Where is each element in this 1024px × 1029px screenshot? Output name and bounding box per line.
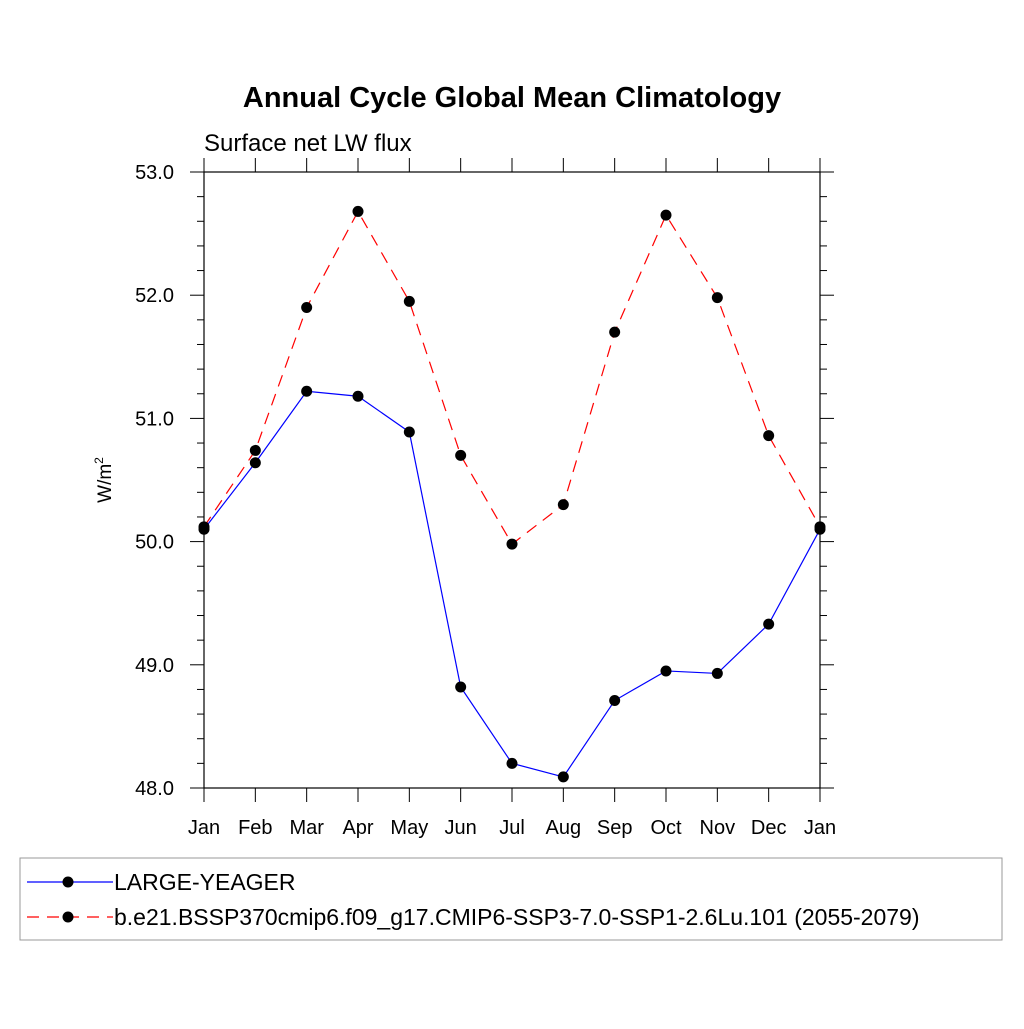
data-point-series-2 <box>352 205 364 217</box>
plot-border <box>203 171 821 789</box>
data-point-series-2 <box>763 430 775 442</box>
legend-marker-1 <box>62 876 74 888</box>
legend-box <box>19 857 1003 941</box>
x-tick-label: Nov <box>700 817 736 839</box>
data-point-series-2 <box>506 538 518 550</box>
data-point-series-1 <box>763 618 775 630</box>
data-point-series-1 <box>660 665 672 677</box>
chart-subtitle: Surface net LW flux <box>204 130 412 157</box>
x-tick-label: Jan <box>804 817 836 839</box>
data-point-series-1 <box>609 695 621 707</box>
legend-marker-2 <box>62 911 74 923</box>
y-tick-label: 53.0 <box>135 162 174 184</box>
data-point-series-2 <box>301 302 313 314</box>
legend: LARGE-YEAGER b.e21.BSSP370cmip6.f09_g17.C… <box>19 857 1003 941</box>
data-point-series-1 <box>352 390 364 402</box>
legend-label-2: b.e21.BSSP370cmip6.f09_g17.CMIP6-SSP3-7.… <box>114 904 920 930</box>
x-tick-label: Aug <box>546 817 582 839</box>
x-axis: Jan Feb Mar Apr May Jun Jul Aug Sep Oct Nov Dec Jan <box>188 158 836 839</box>
x-tick-label: Jun <box>445 817 477 839</box>
data-point-series-2 <box>403 295 415 307</box>
data-point-series-1 <box>455 681 467 693</box>
y-tick-label: 51.0 <box>135 408 174 430</box>
series-line-1 <box>203 390 821 778</box>
x-tick-label: Dec <box>751 817 787 839</box>
data-point-series-1 <box>711 667 723 679</box>
x-tick-label: Mar <box>289 817 324 839</box>
chart-title: Annual Cycle Global Mean Climatology <box>243 82 781 114</box>
data-point-series-2 <box>557 499 569 511</box>
y-tick-label: 52.0 <box>135 285 174 307</box>
data-point-series-2 <box>198 521 210 533</box>
data-point-series-2 <box>660 209 672 221</box>
data-point-series-1 <box>249 457 261 469</box>
x-tick-label: Jan <box>188 817 220 839</box>
y-tick-label: 48.0 <box>135 778 174 800</box>
series-layer <box>198 205 826 783</box>
data-point-series-1 <box>557 771 569 783</box>
y-axis-label-superscript: 2 <box>92 457 106 464</box>
x-tick-label: Feb <box>238 817 272 839</box>
data-point-series-1 <box>403 426 415 438</box>
y-axis: 48.0 49.0 50.0 51.0 52.0 53.0 <box>135 162 834 800</box>
y-axis-label-text: W/m <box>95 464 116 503</box>
series-line-2 <box>203 210 821 545</box>
data-point-series-2 <box>249 444 261 456</box>
x-tick-label: May <box>390 817 428 839</box>
data-point-series-2 <box>609 326 621 338</box>
data-point-series-1 <box>301 385 313 397</box>
data-point-series-1 <box>506 757 518 769</box>
plot-frame <box>203 171 821 789</box>
data-point-series-2 <box>814 521 826 533</box>
data-point-series-2 <box>455 449 467 461</box>
y-tick-label: 50.0 <box>135 532 174 554</box>
legend-label-1: LARGE-YEAGER <box>114 869 296 895</box>
y-tick-label: 49.0 <box>135 655 174 677</box>
x-tick-label: Oct <box>650 817 682 839</box>
data-point-series-2 <box>711 292 723 304</box>
y-axis-label: W/m2 <box>92 457 116 503</box>
x-tick-label: Sep <box>597 817 633 839</box>
x-tick-label: Apr <box>342 817 373 839</box>
x-tick-label: Jul <box>499 817 525 839</box>
